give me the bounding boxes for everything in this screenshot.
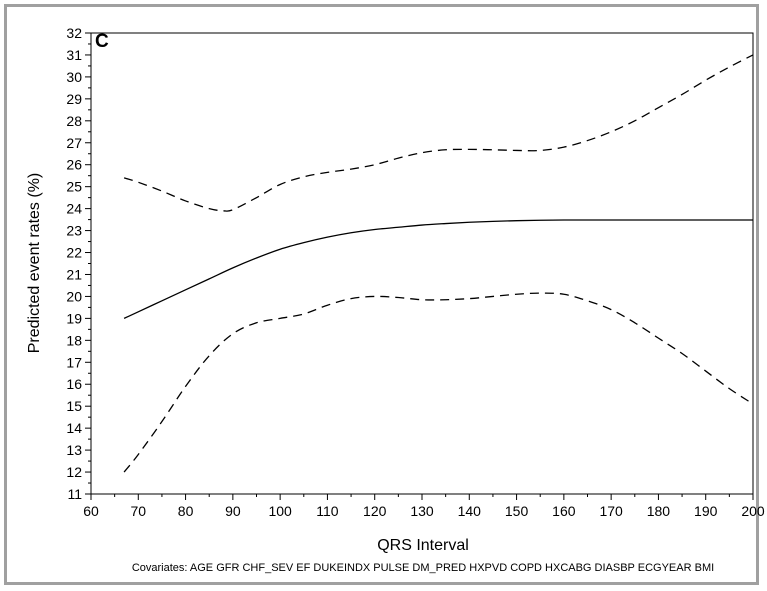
- x-axis: 60 70 80 90 100 110 120 130 140 150 160 170 180 190 20…: [83, 494, 765, 519]
- x-tick-label: 200: [741, 503, 765, 519]
- x-tick-label: 60: [83, 503, 99, 519]
- x-tick-label: 90: [225, 503, 241, 519]
- x-tick-label: 100: [268, 503, 292, 519]
- y-tick-label: 26: [66, 157, 82, 173]
- plot-border: [90, 32, 754, 495]
- y-tick-label: 29: [66, 91, 82, 107]
- y-tick-label: 23: [66, 223, 82, 239]
- x-tick-label: 110: [316, 503, 339, 519]
- y-tick-label: 27: [66, 135, 82, 151]
- panel-label: C: [95, 31, 109, 52]
- y-tick-label: 19: [66, 310, 82, 326]
- x-tick-label: 180: [647, 503, 671, 519]
- x-tick-label: 130: [410, 503, 434, 519]
- x-tick-label: 150: [505, 503, 529, 519]
- covariates-footnote: Covariates: AGE GFR CHF_SEV EF DUKEINDX …: [132, 562, 714, 574]
- lower-ci-line: [123, 292, 754, 473]
- y-axis: 11 12 13 14 15 16 17 18 19 20 21 22 23 24 25 26 27 28 29 30…: [66, 25, 91, 502]
- x-axis-title: QRS Interval: [377, 537, 469, 554]
- x-tick-label: 80: [178, 503, 194, 519]
- y-tick-label: 14: [66, 420, 82, 436]
- y-tick-label: 22: [66, 245, 82, 261]
- y-tick-label: 28: [66, 113, 82, 129]
- y-tick-label: 12: [66, 464, 82, 480]
- y-tick-label: 32: [66, 25, 82, 41]
- y-tick-label: 20: [66, 288, 82, 304]
- x-tick-label: 120: [363, 503, 387, 519]
- y-tick-label: 13: [66, 442, 82, 458]
- y-tick-label: 18: [66, 332, 82, 348]
- y-tick-label: 11: [67, 486, 82, 502]
- y-tick-label: 24: [66, 201, 82, 217]
- x-tick-label: 160: [552, 503, 576, 519]
- y-tick-label: 17: [66, 354, 82, 370]
- y-tick-label: 30: [66, 69, 82, 85]
- y-tick-label: 16: [66, 376, 82, 392]
- plot-area: [90, 32, 754, 495]
- series-layer: [123, 54, 754, 473]
- upper-ci-line: [123, 54, 754, 212]
- x-tick-label: 140: [458, 503, 482, 519]
- y-tick-label: 31: [66, 47, 82, 63]
- x-tick-label: 70: [130, 503, 146, 519]
- y-tick-label: 25: [66, 179, 82, 195]
- chart-frame: [4, 4, 759, 585]
- predicted-rate-line: [123, 219, 753, 319]
- x-tick-label: 170: [599, 503, 623, 519]
- y-tick-label: 15: [66, 398, 82, 414]
- y-axis-title: Predicted event rates (%): [26, 173, 43, 354]
- x-tick-label: 190: [694, 503, 718, 519]
- y-tick-label: 21: [66, 266, 82, 282]
